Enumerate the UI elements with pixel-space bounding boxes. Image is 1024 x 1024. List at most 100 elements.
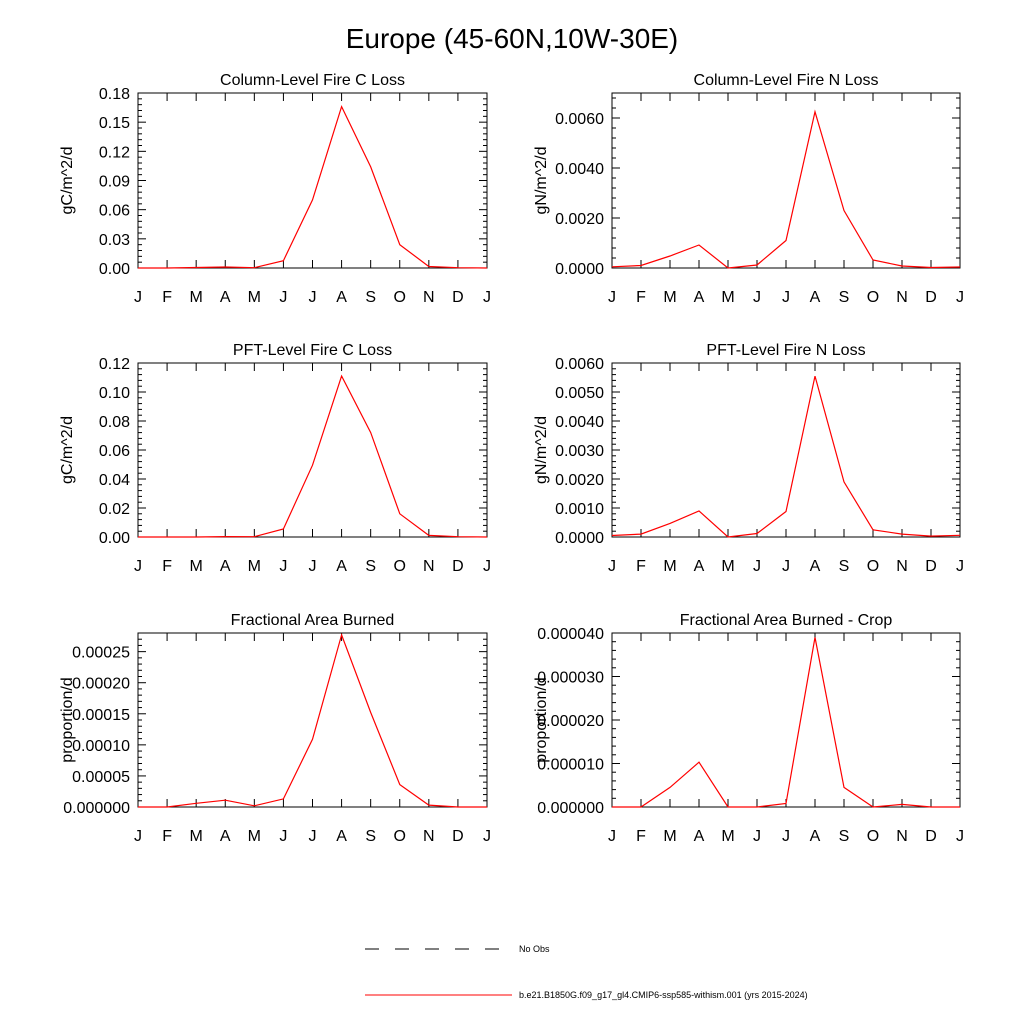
- legend: No Obs b.e21.B1850G.f09_g17_gl4.CMIP6-ss…: [365, 944, 808, 1000]
- panel-4-y-tick-label: 0.0020: [555, 472, 604, 489]
- panel-4-y-tick-label: 0.0010: [555, 501, 604, 518]
- panel-6-x-tick-label: A: [694, 828, 705, 845]
- panel-5-y-tick-label: 0.000000: [63, 800, 130, 817]
- panel-2-x-tick-label: D: [925, 289, 937, 306]
- panel-3-x-tick-label: A: [336, 558, 347, 575]
- panel-1-y-tick-label: 0.18: [99, 86, 130, 103]
- panel-5-y-tick-label: 0.00010: [72, 738, 130, 755]
- panel-6-series-line: [612, 637, 960, 808]
- panel-5-y-tick-label: 0.00020: [72, 676, 130, 693]
- panel-4-x-tick-label: M: [721, 558, 734, 575]
- panel-1-x-tick-label: M: [190, 289, 203, 306]
- panel-5-x-tick-label: M: [190, 828, 203, 845]
- panel-5-plot-frame: [137, 632, 488, 808]
- panel-4-y-ticks: 0.0000 0.0010 0.0020 0.0030 0.0040 0.0050 0.00…: [555, 356, 960, 547]
- panel-6-x-tick-label: F: [636, 828, 646, 845]
- panel-1-y-tick-label: 0.12: [99, 144, 130, 161]
- panel-6-plot-frame: [611, 632, 961, 808]
- panel-5-title: Fractional Area Burned: [231, 612, 395, 629]
- panel-6-x-tick-label: S: [839, 828, 850, 845]
- panel-3-x-tick-label: M: [190, 558, 203, 575]
- panel-2-x-tick-label: A: [694, 289, 705, 306]
- panel-5-x-tick-label: J: [134, 828, 142, 845]
- panel-3-x-tick-label: J: [279, 558, 287, 575]
- panel-6-x-tick-label: D: [925, 828, 937, 845]
- panel-3-x-tick-label: F: [162, 558, 172, 575]
- panel-3-y-tick-label: 0.10: [99, 385, 130, 402]
- panel-1-x-tick-label: M: [248, 289, 261, 306]
- panel-2-x-tick-label: J: [956, 289, 964, 306]
- panel-1-x-tick-label: J: [134, 289, 142, 306]
- panel-5-x-tick-label: F: [162, 828, 172, 845]
- panel-5-x-tick-label: J: [279, 828, 287, 845]
- panel-4-x-tick-label: S: [839, 558, 850, 575]
- panel-3-x-tick-label: J: [483, 558, 491, 575]
- panel-6-y-ticks: 0.000000 0.000010 0.000020 0.000030 0.000040: [537, 626, 960, 817]
- panel-3-series-line: [138, 374, 488, 538]
- panel-5-x-tick-label: J: [483, 828, 491, 845]
- panel-4-y-tick-label: 0.0030: [555, 443, 604, 460]
- panel-6-y-tick-label: 0.000000: [537, 800, 604, 817]
- panel-1-x-tick-label: J: [279, 289, 287, 306]
- panel-6-y-tick-label: 0.000030: [537, 670, 604, 687]
- panel-2-y-tick-label: 0.0000: [555, 261, 604, 278]
- panel-1: J F M A M J J A S O N D J0.000.030.060.090.120.150.1…: [59, 72, 491, 306]
- panel-3-plot-frame: [137, 362, 488, 538]
- panel-6-x-tick-label: J: [753, 828, 761, 845]
- panel-1-y-ticks: 0.00 0.03 0.06 0.09 0.12 0.15 0.18: [99, 86, 487, 278]
- panel-6-title: Fractional Area Burned - Crop: [680, 612, 893, 629]
- panel-5-y-ticks: 0.000000 0.00005 0.00010 0.00015 0.00020 0.00…: [63, 632, 487, 817]
- panel-5-x-tick-label: S: [365, 828, 376, 845]
- panel-4-x-tick-label: J: [782, 558, 790, 575]
- panel-4-y-tick-label: 0.0000: [555, 530, 604, 547]
- panel-3-x-tick-label: N: [423, 558, 435, 575]
- panel-2-y-axis-label: gN/m^2/d: [533, 147, 550, 215]
- panel-5-y-tick-label: 0.00005: [72, 769, 130, 786]
- panel-5-x-tick-label: D: [452, 828, 464, 845]
- panel-2-x-tick-label: M: [721, 289, 734, 306]
- panel-5-y-tick-label: 0.00025: [72, 645, 130, 662]
- panel-4-series-line: [611, 375, 961, 538]
- panel-2: J F M A M J J A S O N D J0.00000.00200.00400.0060Col…: [533, 72, 964, 306]
- panel-2-title: Column-Level Fire N Loss: [694, 72, 879, 89]
- panel-2-y-tick-label: 0.0060: [555, 111, 604, 128]
- panel-4-x-tick-label: A: [810, 558, 821, 575]
- panel-2-series-line: [611, 109, 961, 269]
- panel-5-series-line: [138, 632, 487, 808]
- panel-5-x-tick-label: M: [248, 828, 261, 845]
- figure-title: Europe (45-60N,10W-30E): [346, 23, 679, 54]
- panel-1-x-tick-label: N: [423, 289, 435, 306]
- panel-3-x-tick-label: J: [134, 558, 142, 575]
- panel-4-x-tick-label: J: [956, 558, 964, 575]
- panel-5-x-tick-label: J: [309, 828, 317, 845]
- panel-1-x-tick-label: J: [309, 289, 317, 306]
- panel-1-x-tick-label: S: [365, 289, 376, 306]
- panel-2-y-tick-label: 0.0040: [555, 161, 604, 178]
- panel-1-y-tick-label: 0.00: [99, 261, 130, 278]
- panel-1-series-line: [138, 104, 488, 269]
- panel-1-y-tick-label: 0.06: [99, 203, 130, 220]
- panel-6-x-tick-label: J: [608, 828, 616, 845]
- panel-3-y-tick-label: 0.06: [99, 443, 130, 460]
- panel-4-x-tick-label: M: [663, 558, 676, 575]
- panel-4-y-axis-label: gN/m^2/d: [533, 416, 550, 484]
- panel-3-x-tick-label: J: [309, 558, 317, 575]
- panel-5: J F M A M J J A S O N D J0.0000000.000050.000100.000…: [59, 612, 491, 845]
- panel-1-y-tick-label: 0.15: [99, 115, 130, 132]
- panel-2-plot-frame: [611, 92, 961, 269]
- panel-3-x-tick-label: A: [220, 558, 231, 575]
- panel-2-x-tick-label: A: [810, 289, 821, 306]
- panel-3-y-ticks: 0.00 0.02 0.04 0.06 0.08 0.10 0.12: [99, 356, 487, 547]
- panel-4: J F M A M J J A S O N D J0.00000.00100.00200.00300.0…: [533, 342, 964, 575]
- panel-5-x-tick-label: A: [220, 828, 231, 845]
- panel-6-x-tick-label: A: [810, 828, 821, 845]
- panel-1-y-axis-label: gC/m^2/d: [59, 147, 76, 215]
- panel-4-x-tick-label: N: [896, 558, 908, 575]
- panel-1-x-tick-label: J: [483, 289, 491, 306]
- panel-1-x-tick-label: A: [336, 289, 347, 306]
- panel-1-x-tick-label: D: [452, 289, 464, 306]
